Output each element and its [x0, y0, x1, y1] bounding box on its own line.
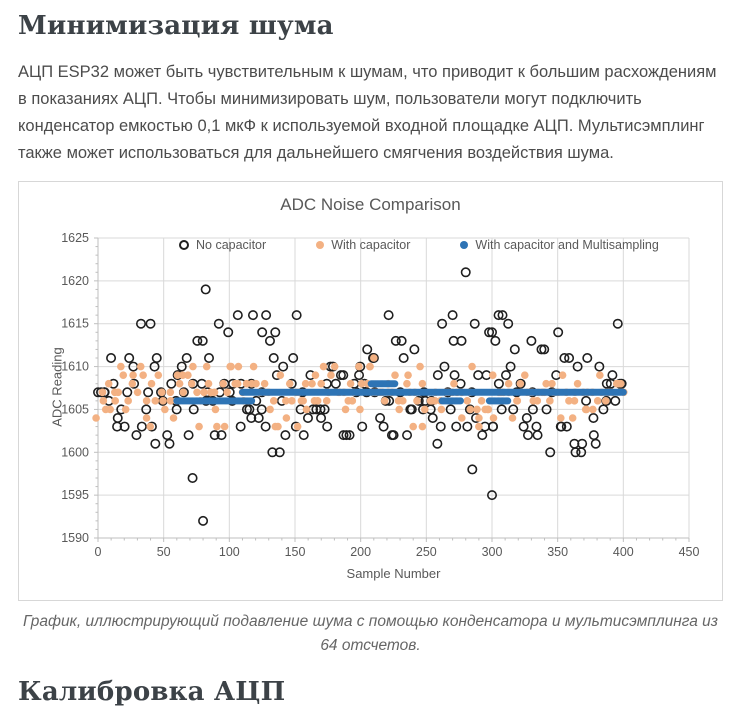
svg-text:1590: 1590 [61, 531, 89, 545]
legend-label: No capacitor [196, 238, 267, 253]
legend-label: With capacitor [331, 238, 411, 253]
svg-text:300: 300 [482, 545, 503, 559]
chart-title: ADC Noise Comparison [280, 195, 461, 215]
y-axis-label: ADC Reading [49, 347, 65, 428]
svg-text:150: 150 [285, 545, 306, 559]
svg-text:0: 0 [95, 545, 102, 559]
svg-text:450: 450 [679, 545, 700, 559]
x-axis-label: Sample Number [346, 566, 441, 582]
svg-text:50: 50 [157, 545, 171, 559]
svg-text:250: 250 [416, 545, 437, 559]
svg-text:1610: 1610 [61, 360, 89, 374]
intro-paragraph: АЦП ESP32 может быть чувствительным к шу… [18, 62, 717, 162]
chart-caption: График, иллюстрирующий подавление шума с… [23, 613, 718, 654]
svg-text:1600: 1600 [61, 446, 89, 460]
svg-text:350: 350 [547, 545, 568, 559]
adc-noise-chart: ADC Noise Comparison No capacitor With c… [18, 181, 723, 602]
svg-text:200: 200 [350, 545, 371, 559]
svg-text:1615: 1615 [61, 317, 89, 331]
legend-item-with-capacitor: With capacitor [316, 238, 410, 252]
legend-item-no-capacitor: No capacitor [179, 238, 266, 252]
open-circle-icon [179, 240, 189, 251]
svg-text:1605: 1605 [61, 403, 89, 417]
page-title: Минимизация шума [18, 11, 334, 41]
orange-dot-icon [316, 241, 325, 250]
section-title-calibration: Калибровка АЦП [18, 676, 286, 707]
scatter-plot: 0 50 100 150 200 250 300 350 400 450 1590 1595 1600 1… [61, 231, 700, 559]
legend-label: With capacitor and Multisampling [475, 238, 659, 253]
legend-item-multisampling: With capacitor and Multisampling [460, 238, 659, 253]
svg-text:100: 100 [219, 545, 240, 559]
blue-dot-icon [460, 241, 469, 250]
svg-text:1620: 1620 [61, 274, 89, 288]
chart-legend: No capacitor With capacitor With capacit… [179, 238, 659, 252]
svg-text:1595: 1595 [61, 489, 89, 503]
svg-text:400: 400 [613, 545, 634, 559]
svg-text:1625: 1625 [61, 231, 89, 245]
